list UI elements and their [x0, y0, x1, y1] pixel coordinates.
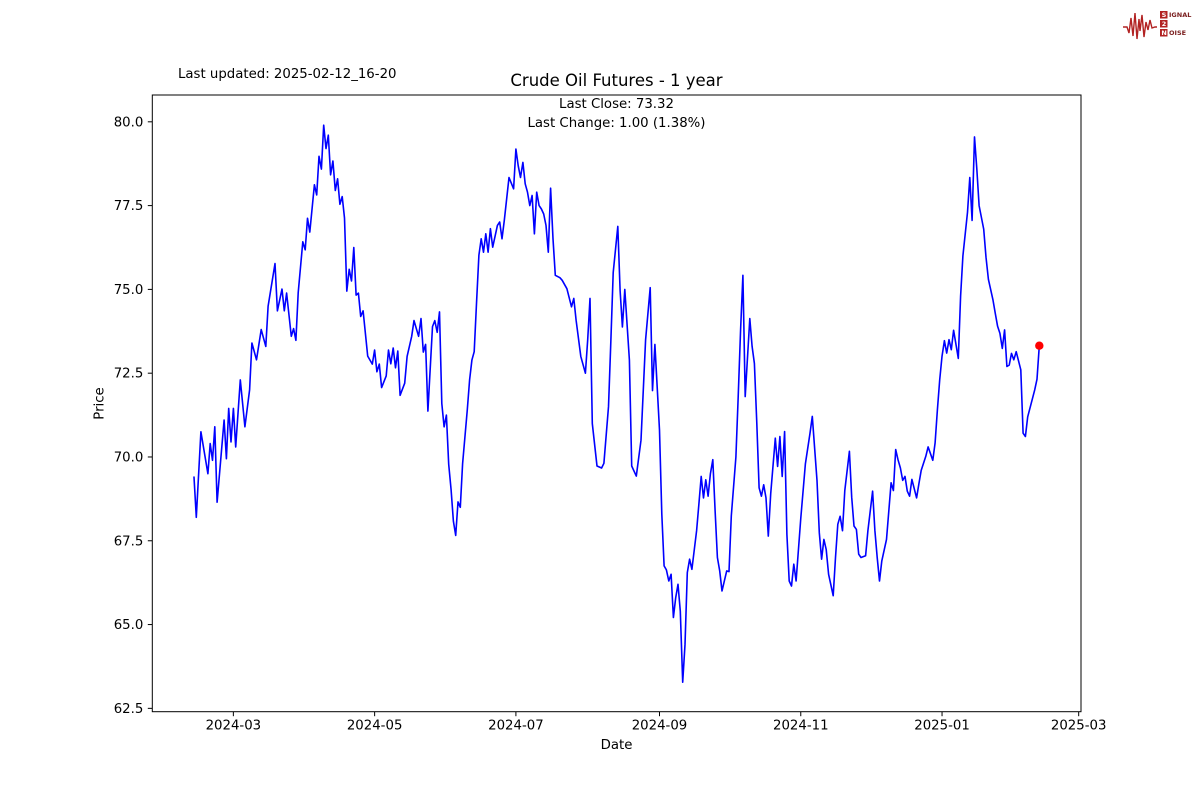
x-tick-label: 2025-03: [1051, 719, 1107, 734]
logo-box-s: [1160, 11, 1168, 19]
logo-letter-s: S: [1162, 11, 1167, 19]
last-change-text: Last Change: 1.00 (1.38%): [527, 116, 706, 131]
chart-title: Crude Oil Futures - 1 year: [510, 71, 723, 90]
last-updated-text: Last updated: 2025-02-12_16-20: [178, 67, 397, 82]
x-tick-label: 2024-11: [773, 719, 829, 734]
logo-digit-2: 2: [1162, 20, 1167, 28]
y-tick-label: 80.0: [114, 115, 144, 130]
logo-word-ignal: IGNAL: [1169, 11, 1191, 19]
last-close-text: Last Close: 73.32: [559, 97, 674, 112]
x-axis-label: Date: [600, 738, 633, 753]
y-axis-label: Price: [92, 387, 108, 420]
x-tick-label: 2024-05: [347, 719, 403, 734]
last-point-marker: [1035, 341, 1044, 350]
logo-box-2: [1160, 20, 1168, 28]
y-tick-label: 67.5: [114, 534, 144, 549]
x-tick-label: 2025-01: [914, 719, 970, 734]
logo-word-oise: OISE: [1169, 29, 1186, 37]
waveform-icon: [1123, 12, 1157, 40]
y-tick-label: 72.5: [114, 367, 144, 382]
y-tick-label: 62.5: [114, 702, 144, 717]
y-tick-label: 70.0: [114, 450, 144, 465]
y-tick-label: 77.5: [114, 199, 144, 214]
y-tick-label: 75.0: [114, 283, 144, 298]
price-line: [193, 124, 1041, 684]
logo-letter-n: N: [1161, 29, 1166, 37]
x-tick-label: 2024-09: [632, 719, 688, 734]
plot-border: [151, 94, 1082, 713]
y-tick-label: 65.0: [114, 618, 144, 633]
signal2noise-logo: S IGNAL 2 N OISE: [1123, 11, 1191, 40]
x-tick-label: 2024-03: [206, 719, 262, 734]
x-tick-label: 2024-07: [488, 719, 544, 734]
logo-box-n: [1160, 29, 1168, 37]
